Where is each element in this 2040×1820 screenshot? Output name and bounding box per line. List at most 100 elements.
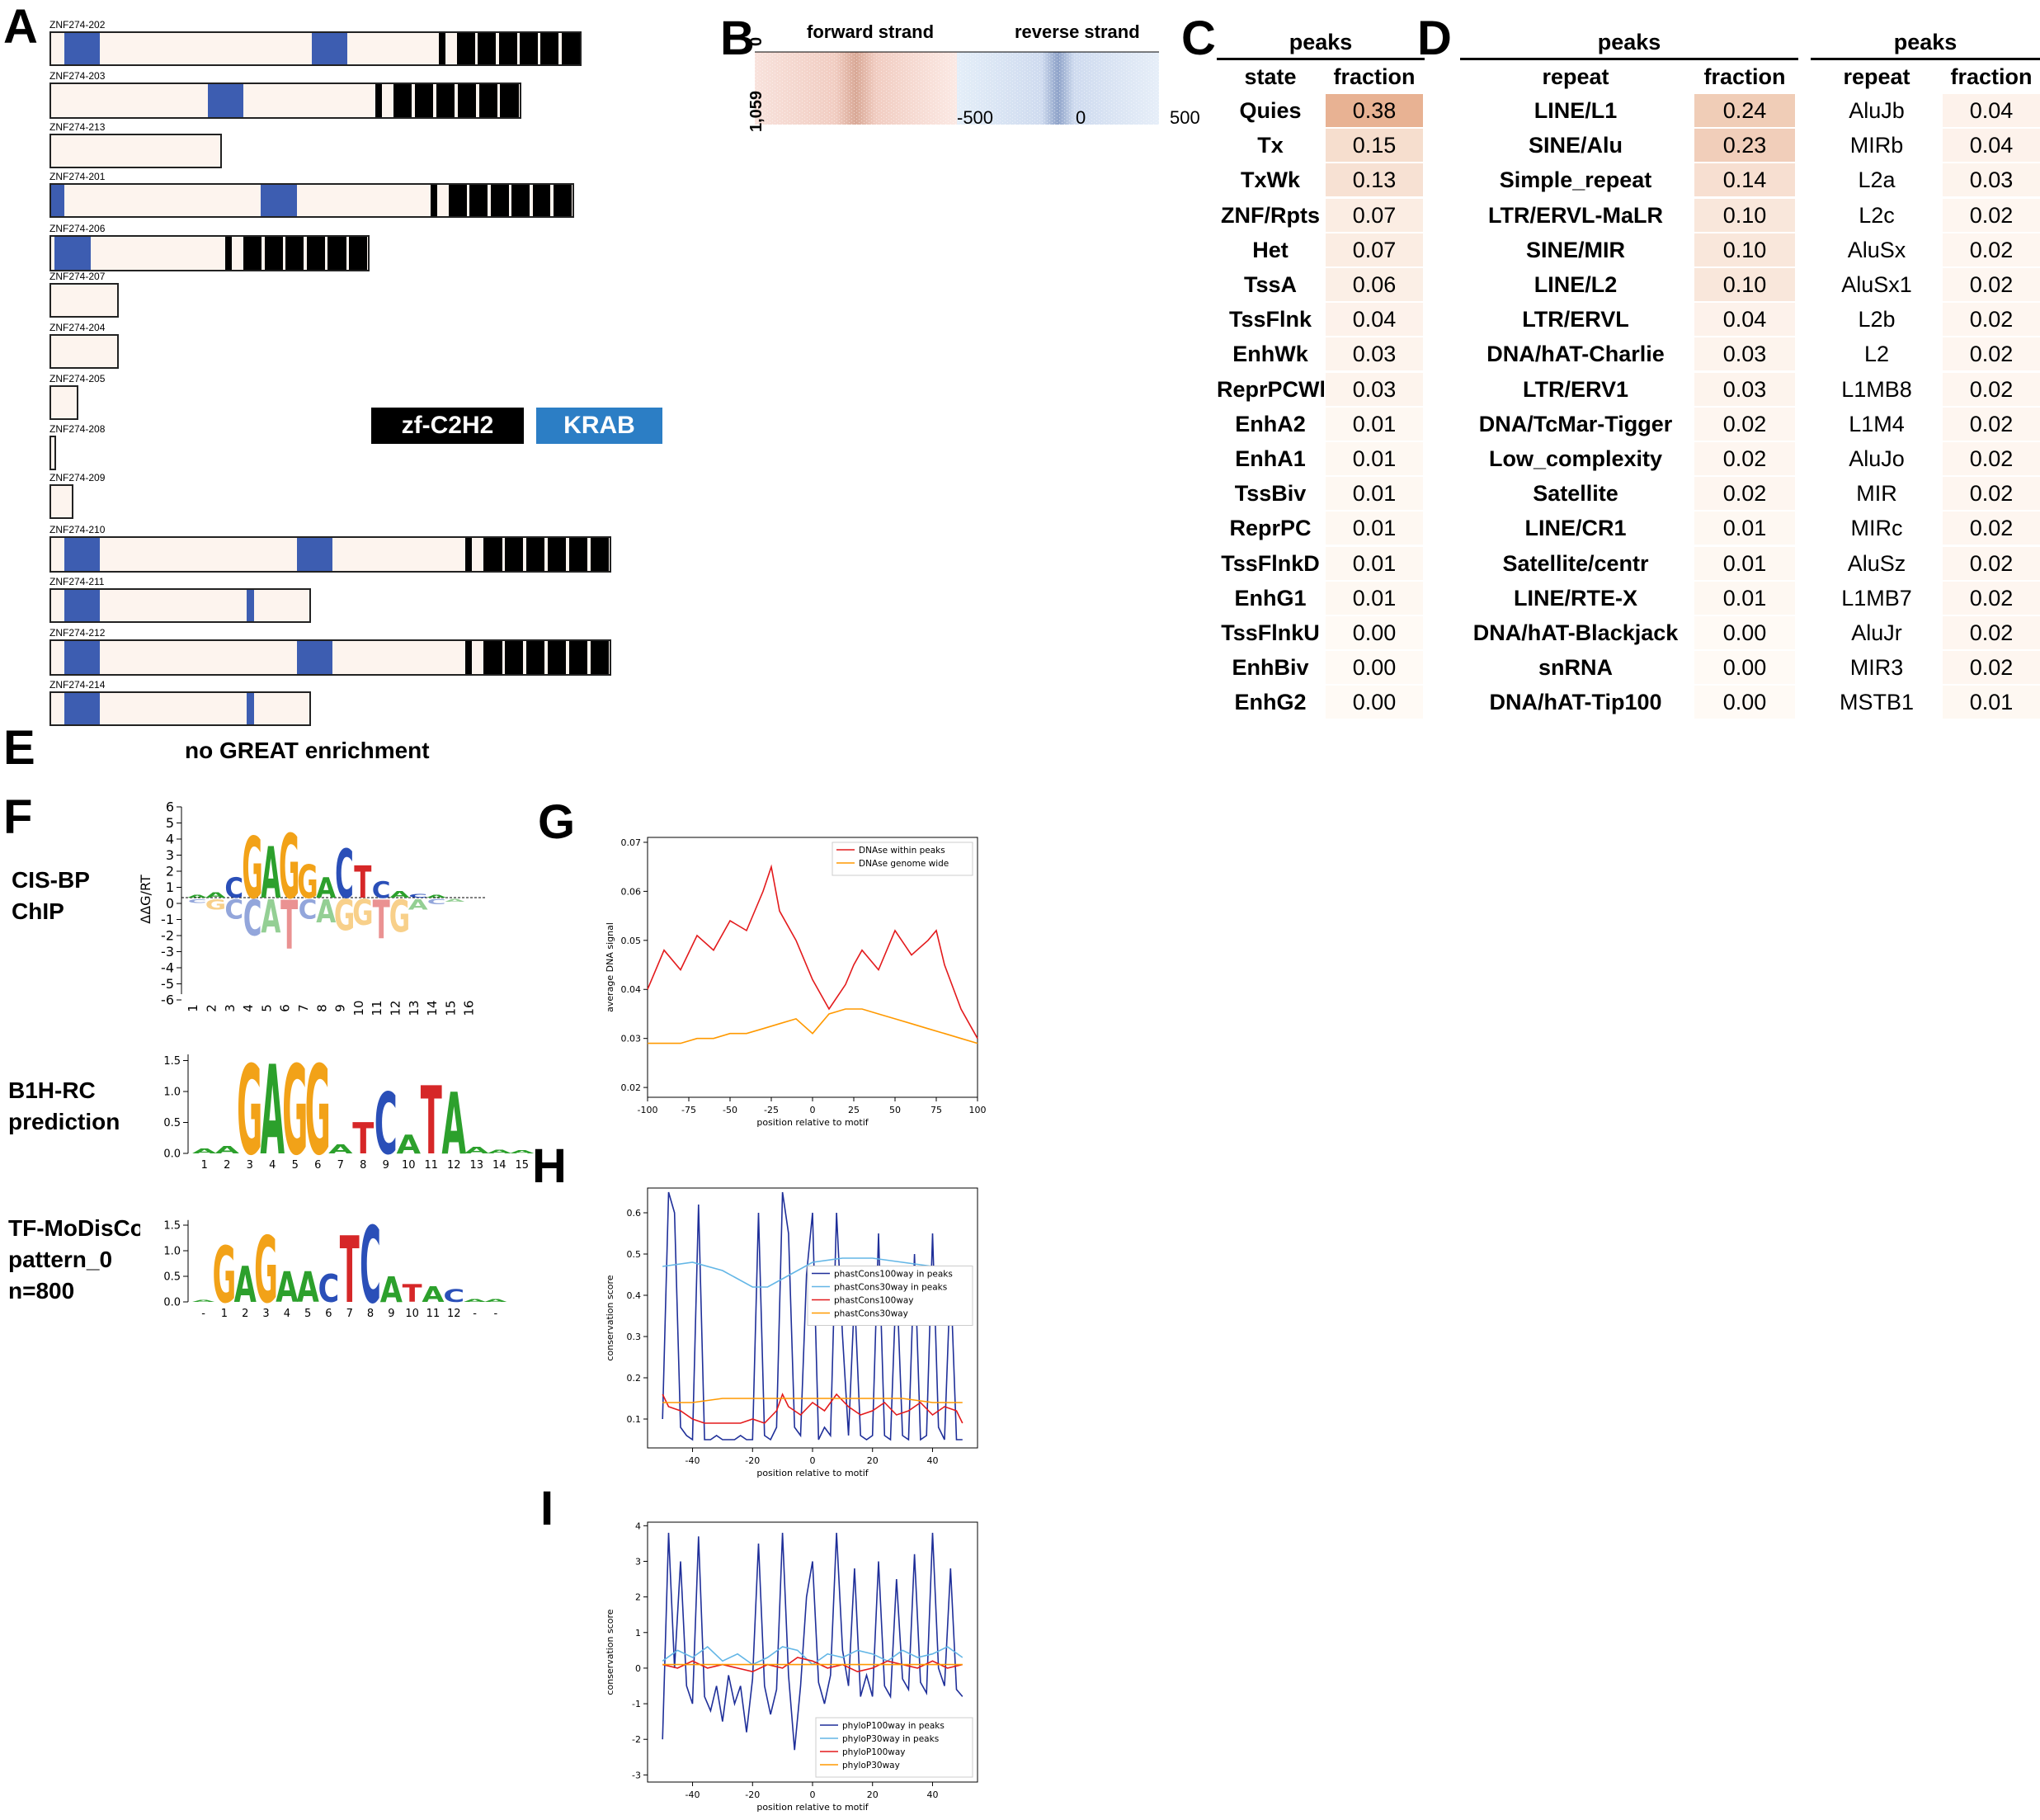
table-cell-label: L2	[1863, 342, 1890, 367]
logo-letter: G	[282, 1048, 308, 1183]
zf-c2h2-domain	[349, 237, 368, 270]
table-cell-label: Satellite	[1533, 481, 1618, 507]
table-cell-fraction: 0.10	[1694, 268, 1795, 301]
table-cell-label: EnhWk	[1232, 342, 1308, 367]
table-cell-fraction: 0.10	[1694, 233, 1795, 266]
legend-label: phastCons100way	[834, 1296, 914, 1306]
forward-strand-label: forward strand	[807, 21, 935, 42]
legend-label: DNAse within peaks	[859, 846, 945, 856]
logo-x-tick: 6	[325, 1308, 332, 1320]
zf-c2h2-domain	[448, 185, 467, 216]
chart-series-line	[647, 864, 978, 1040]
chart-y-tick: 0.4	[627, 1290, 642, 1301]
table-cell-label: EnhBiv	[1232, 655, 1309, 681]
krab-domain	[54, 237, 91, 270]
logo-x-tick: 2	[242, 1308, 248, 1320]
logo-y-tick: 1.0	[163, 1087, 181, 1099]
table-cell-fraction: 0.01	[1943, 686, 2040, 719]
logo-letter: A	[260, 1048, 285, 1183]
heatmap-x-tick-500: 500	[1170, 107, 1200, 128]
table-cell-fraction: 0.04	[1326, 303, 1423, 337]
logo-x-tick: 3	[247, 1159, 253, 1172]
chart-y-tick: -2	[632, 1734, 641, 1745]
zf-c2h2-domain	[500, 84, 519, 117]
logo-letter: C	[243, 891, 262, 948]
logo-x-tick: 2	[224, 1159, 230, 1172]
logo-x-tick: 9	[383, 1159, 389, 1172]
logo-y-tick: 4	[166, 832, 174, 847]
logo-x-tick: 4	[269, 1159, 276, 1172]
logo-letter: T	[354, 857, 371, 908]
table-cell-label: LINE/CR1	[1524, 516, 1627, 541]
panel-letter-c: C	[1181, 12, 1216, 65]
chart-x-tick: 20	[867, 1455, 879, 1466]
table-cell-label: ReprPC	[1229, 516, 1312, 541]
logo-letter: A	[380, 1271, 403, 1311]
panel-letter-f: F	[3, 790, 33, 844]
zf-c2h2-domain	[375, 84, 382, 117]
table-cell-fraction: 0.04	[1943, 94, 2040, 127]
isoform-bar	[49, 385, 79, 420]
logo-letter: T	[421, 1067, 442, 1175]
logo-x-tick: 2	[204, 1004, 219, 1012]
logo-letter: A	[205, 891, 226, 899]
table-cell-label: Low_complexity	[1488, 446, 1663, 471]
logo-y-tick: 1.5	[163, 1220, 181, 1233]
table-cell-label: SINE/MIR	[1525, 237, 1625, 262]
table-group-header: peaks	[1597, 30, 1661, 54]
logo-letter: T	[373, 889, 391, 950]
zf-c2h2-domain	[525, 641, 545, 674]
table-cell-label: EnhA2	[1235, 411, 1306, 436]
logo-letter: A	[408, 897, 429, 913]
panel-letter-d: D	[1417, 12, 1452, 65]
isoform-label: ZNF274-211	[49, 576, 105, 587]
legend-label: DNAse genome wide	[859, 859, 949, 869]
logo-x-tick: 15	[443, 1000, 458, 1015]
krab-domain	[311, 33, 348, 64]
table-cell-label: Tx	[1257, 133, 1284, 158]
logo-x-tick: 9	[333, 1004, 348, 1012]
logo-letter: A	[261, 890, 280, 944]
logo-letter: C	[360, 1205, 381, 1328]
table-cell-fraction: 0.13	[1326, 163, 1423, 197]
logo-letter: A	[192, 1147, 217, 1155]
chart-x-label: position relative to motif	[756, 1117, 869, 1128]
table-cell-fraction: 0.14	[1694, 163, 1795, 197]
zf-c2h2-domain	[547, 538, 567, 571]
heatmap-x-tick-0: 0	[1076, 107, 1086, 128]
logo-y-tick: -2	[161, 928, 174, 944]
table-cell-fraction: 0.03	[1694, 337, 1795, 371]
isoform-label: ZNF274-204	[49, 322, 106, 333]
logo-letter: A	[261, 833, 280, 916]
table-cell-label: LTR/ERV1	[1522, 376, 1629, 402]
zf-c2h2-domain	[478, 33, 497, 64]
table-column-header: fraction	[1950, 64, 2033, 89]
logo-x-tick: 8	[367, 1308, 374, 1320]
table-cell-label: AluJb	[1849, 98, 1905, 123]
table-cell-label: TssBiv	[1234, 481, 1307, 507]
logo-letter: C	[408, 893, 427, 898]
strand-heatmap	[718, 15, 1196, 139]
isoform-bar	[49, 283, 120, 318]
table-cell-label: ZNF/Rpts	[1221, 202, 1320, 228]
zf-c2h2-domain	[464, 641, 473, 674]
isoform-label: ZNF274-214	[49, 679, 106, 691]
krab-domain	[64, 33, 101, 64]
logo-x-tick: -	[493, 1308, 497, 1320]
logo-x-tick: 6	[314, 1159, 321, 1172]
isoform-bar	[49, 691, 312, 726]
krab-domain	[246, 590, 254, 621]
chart-y-tick: 0.6	[627, 1208, 642, 1219]
chart-y-tick: -1	[632, 1699, 641, 1709]
table-cell-label: AluJr	[1851, 620, 1902, 645]
chart-y-tick: 0	[635, 1663, 641, 1674]
logo-y-tick: 0.5	[163, 1117, 181, 1129]
logo-x-tick: 8	[314, 1004, 329, 1012]
table-cell-fraction: 0.03	[1326, 337, 1423, 371]
chart-y-tick: 0.2	[627, 1373, 642, 1384]
logo-y-tick: 3	[166, 847, 174, 863]
isoform-bar	[49, 588, 312, 623]
table-cell-fraction: 0.03	[1326, 372, 1423, 406]
chart-x-tick: -25	[764, 1105, 779, 1115]
table-cell-label: L2a	[1858, 167, 1896, 193]
